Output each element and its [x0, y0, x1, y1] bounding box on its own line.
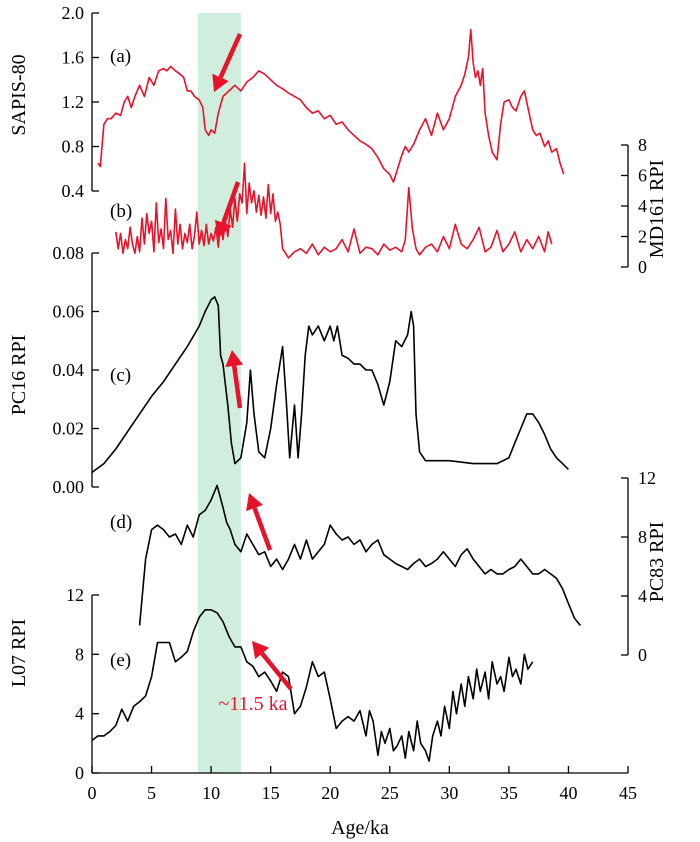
panel-label-e: (e) [110, 650, 131, 671]
highlight-annotation: ~11.5 ka [219, 693, 288, 715]
x-tick-label: 10 [202, 783, 220, 803]
arrow-shaft-d [252, 507, 273, 551]
x-tick-label: 15 [262, 783, 280, 803]
x-tick-label: 20 [321, 783, 339, 803]
y-tick-label-c: 0.06 [53, 302, 85, 322]
arrow-shaft-e [260, 651, 293, 691]
y-tick-label-c: 0.02 [53, 419, 85, 439]
arrow-shaft-c [231, 365, 243, 409]
arrow-head-d [246, 493, 263, 512]
y-tick-label-b: 4 [638, 196, 647, 216]
arrow-shaft-b [221, 181, 241, 224]
y-tick-label-b: 8 [638, 135, 647, 155]
arrow-head-b [214, 219, 232, 238]
panel-label-b: (b) [110, 201, 132, 222]
y-axis-title-d: PC83 RPI [646, 522, 668, 603]
y-tick-label-c: 0.00 [53, 477, 85, 497]
y-tick-label-d: 12 [638, 468, 656, 488]
y-tick-label-e: 0 [75, 763, 84, 783]
y-tick-label-c: 0.04 [53, 360, 85, 380]
x-tick-label: 0 [88, 783, 97, 803]
y-tick-label-a: 1.6 [62, 48, 85, 68]
x-tick-label: 30 [440, 783, 458, 803]
axes-layer: 0.4 0.8 1.2 1.6 2.0 0 2 4 6 8 0.00 0.02 0.04 0.06 0.08… [53, 3, 657, 803]
x-tick-label: 5 [147, 783, 156, 803]
y-tick-label-a: 0.4 [62, 181, 85, 201]
panel-label-c: (c) [110, 365, 131, 386]
series-line-c [91, 296, 569, 474]
panel-label-d: (d) [110, 512, 132, 533]
arrow-layer [212, 33, 293, 691]
x-tick-label: 35 [500, 783, 518, 803]
y-tick-label-e: 12 [66, 585, 84, 605]
y-tick-label-a: 0.8 [62, 137, 85, 157]
y-tick-label-b: 2 [638, 227, 647, 247]
x-tick-label: 25 [381, 783, 399, 803]
y-tick-label-d: 4 [638, 586, 647, 606]
x-tick-label: 45 [619, 783, 637, 803]
y-tick-label-c: 0.08 [53, 243, 85, 263]
y-tick-label-e: 8 [75, 644, 84, 664]
y-axis-title-c: PC16 RPI [8, 335, 30, 416]
x-tick-label: 40 [559, 783, 577, 803]
series-line-d [138, 484, 582, 627]
y-tick-label-b: 6 [638, 166, 647, 186]
arrow-head-a [212, 73, 229, 92]
series-line-e [91, 608, 534, 762]
y-tick-label-d: 8 [638, 527, 647, 547]
series-line-a [97, 28, 565, 183]
label-layer: SAPIS-80 (a) MD161 RPI (b) PC16 RPI (c) PC83 R… [8, 46, 668, 687]
x-axis-title: Age/ka [331, 817, 389, 839]
y-tick-label-a: 1.2 [62, 92, 85, 112]
y-axis-title-a: SAPIS-80 [8, 54, 30, 135]
y-axis-title-e: L07 RPI [8, 619, 30, 687]
y-tick-label-b: 0 [638, 257, 647, 277]
arrow-shaft-a [218, 33, 243, 79]
y-tick-label-d: 0 [638, 645, 647, 665]
series-line-b [115, 162, 553, 259]
series-layer [91, 28, 582, 762]
arrow-head-c [225, 350, 244, 368]
y-axis-title-b: MD161 RPI [646, 160, 668, 258]
y-tick-label-a: 2.0 [62, 3, 85, 23]
arrow-head-e [252, 641, 270, 660]
y-tick-label-e: 4 [75, 704, 84, 724]
panel-label-a: (a) [110, 46, 131, 67]
